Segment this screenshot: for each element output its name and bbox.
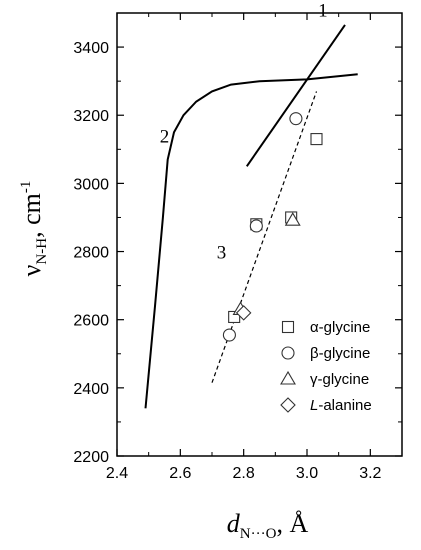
- legend: α-glycine β-glycine γ-glycine L-alanine: [281, 319, 372, 414]
- y-axis-label: νN-H, cm-1: [17, 181, 50, 277]
- point-circle: [250, 220, 262, 232]
- y-tick-label: 2600: [73, 313, 109, 330]
- y-tick-label: 2800: [73, 245, 109, 262]
- data-points: [223, 113, 322, 341]
- legend-label: α-glycine: [310, 319, 370, 336]
- x-axis-label: dN···O, Å: [227, 509, 309, 542]
- legend-marker-square: [283, 322, 294, 333]
- y-tick-label: 3200: [73, 108, 109, 125]
- legend-marker-triangle: [281, 372, 295, 384]
- point-square: [311, 134, 322, 145]
- x-tick-label: 3.0: [296, 465, 318, 482]
- x-tick-label: 2.4: [106, 465, 128, 482]
- legend-label: L-alanine: [310, 397, 372, 414]
- curve-label-2: 2: [160, 126, 170, 147]
- point-circle: [290, 113, 302, 125]
- x-tick-label: 2.6: [169, 465, 191, 482]
- y-tick-label: 2200: [73, 449, 109, 466]
- curve-label-3: 3: [217, 242, 227, 263]
- legend-marker-circle: [282, 347, 294, 359]
- curve-1: [247, 25, 345, 166]
- y-tick-label: 2400: [73, 381, 109, 398]
- x-tick-label: 3.2: [359, 465, 381, 482]
- point-circle: [223, 329, 235, 341]
- y-tick-label: 3000: [73, 176, 109, 193]
- plot-frame: [117, 13, 402, 456]
- legend-label: γ-glycine: [310, 371, 369, 388]
- legend-marker-diamond: [281, 398, 295, 412]
- curve-label-1: 1: [318, 0, 328, 21]
- x-tick-label: 2.8: [233, 465, 255, 482]
- legend-label: β-glycine: [310, 345, 370, 362]
- y-tick-label: 3400: [73, 40, 109, 57]
